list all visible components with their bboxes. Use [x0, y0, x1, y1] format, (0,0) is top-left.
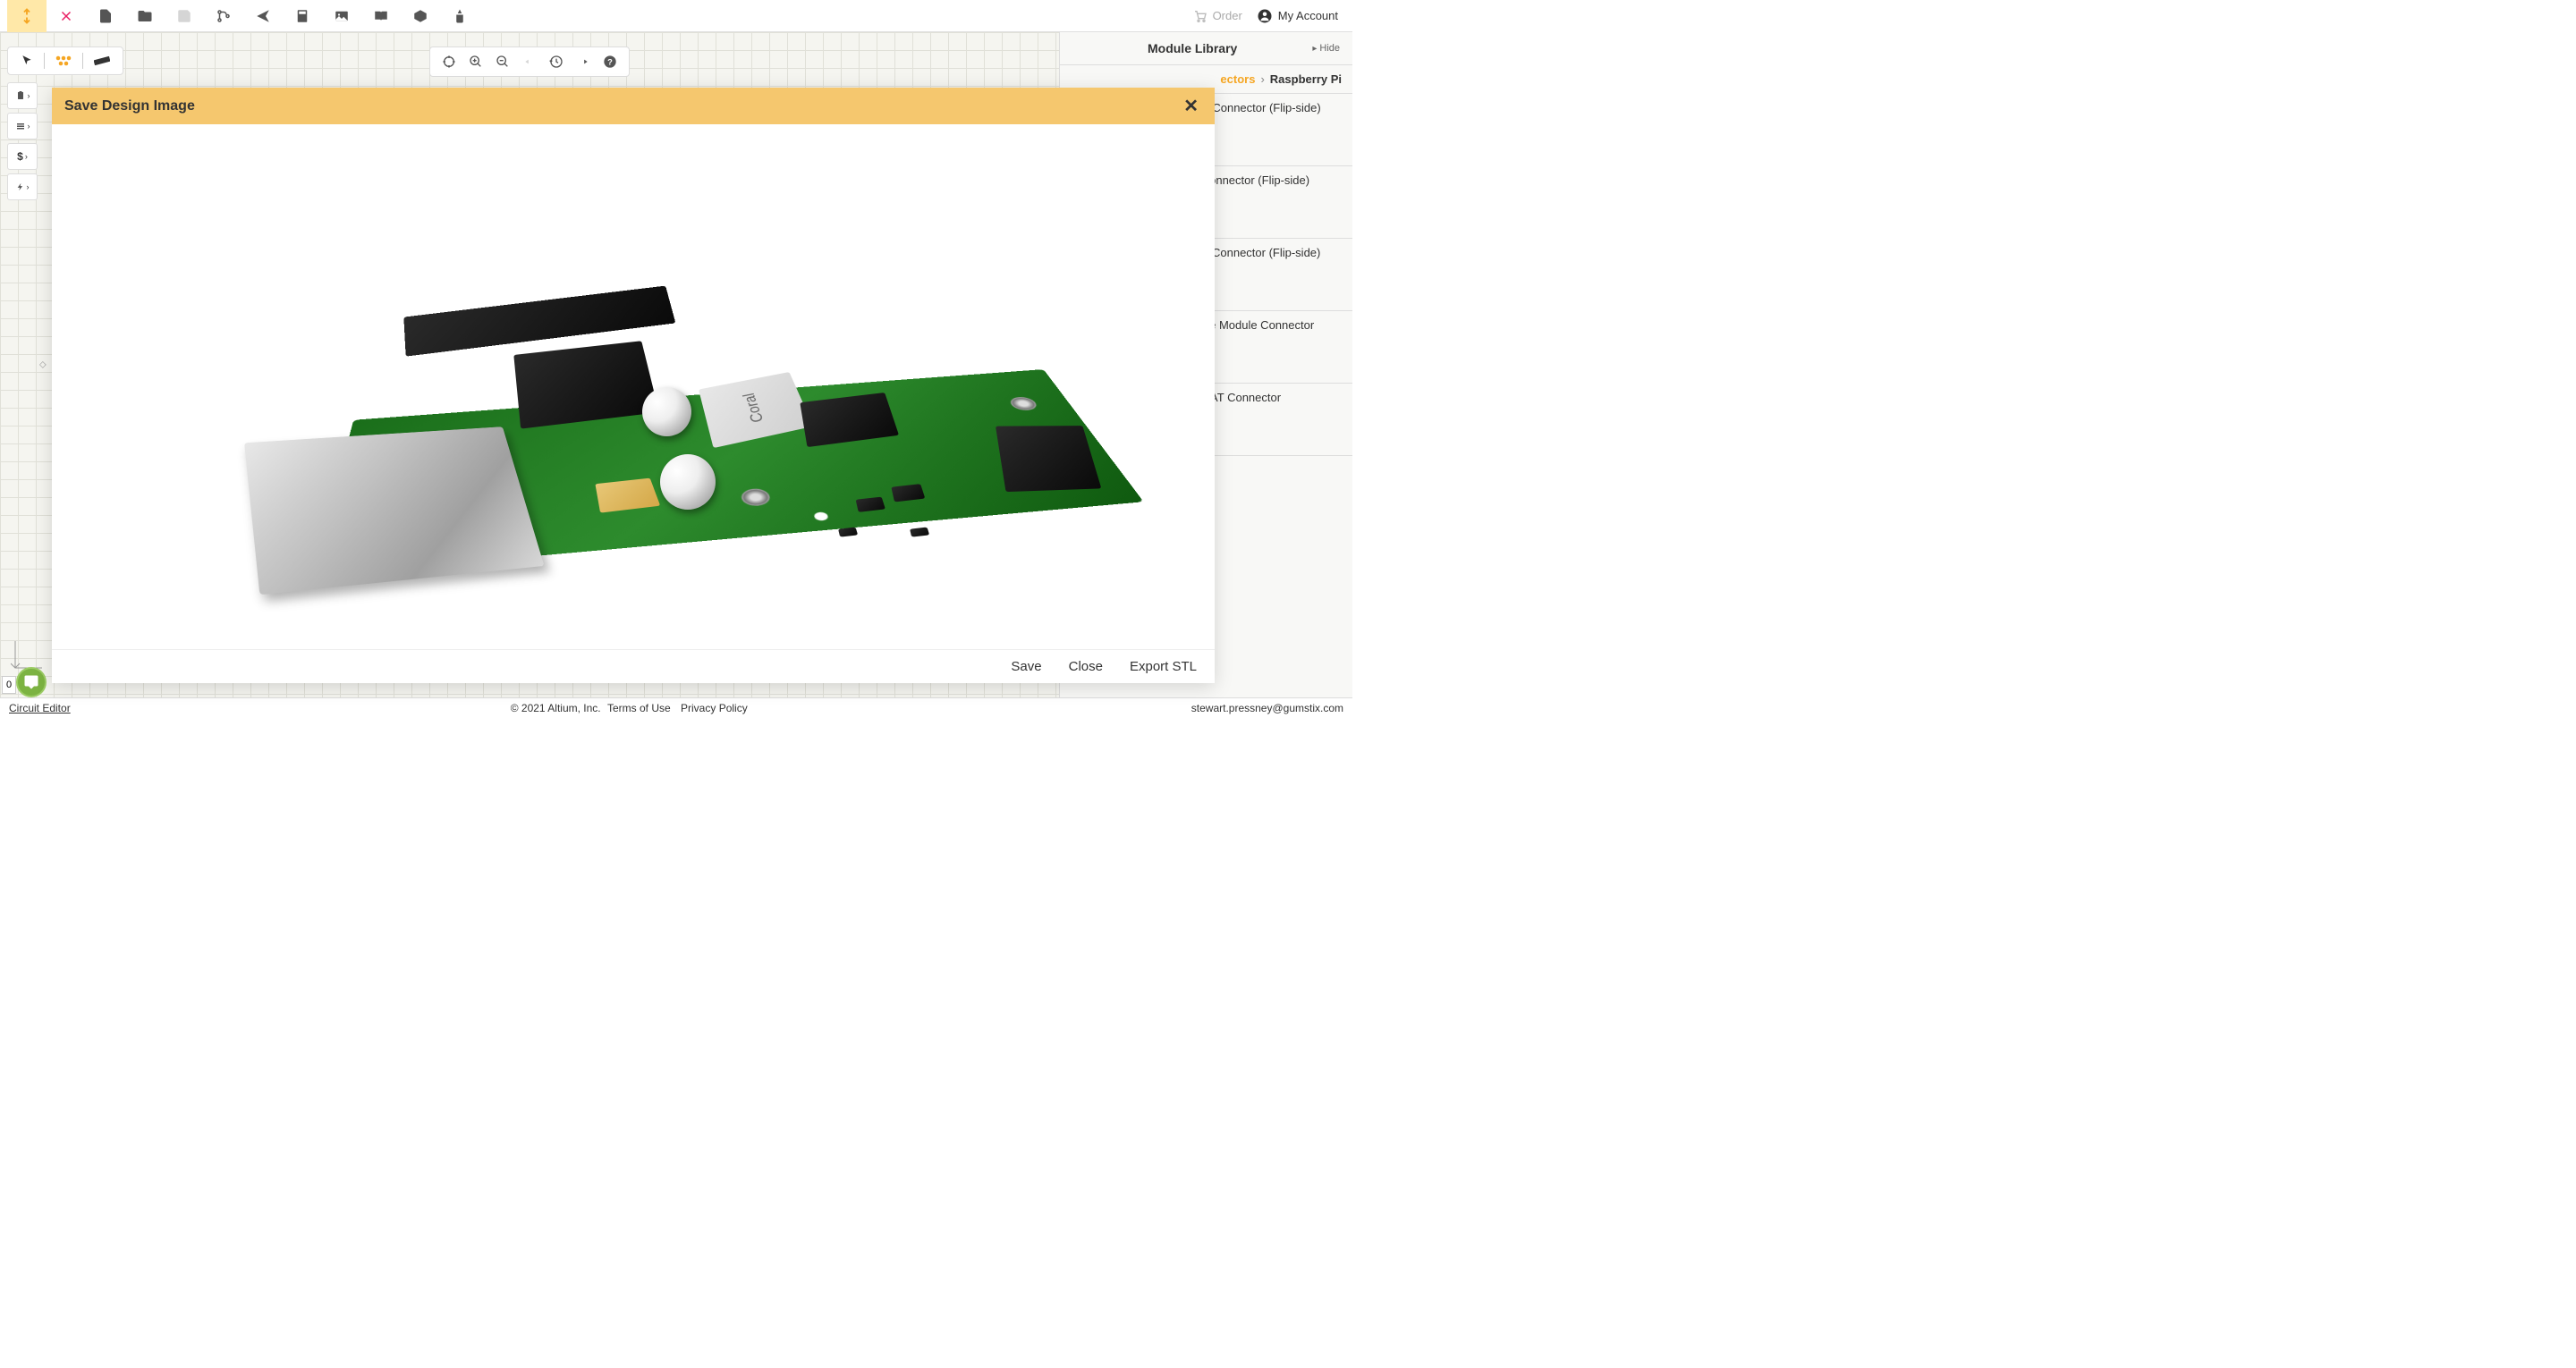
export-stl-button[interactable]: Export STL [1130, 659, 1197, 674]
sidebar-title: Module Library [1072, 41, 1312, 55]
nodes-tool[interactable] [50, 51, 77, 71]
lab-icon[interactable] [440, 0, 479, 32]
terms-link[interactable]: Terms of Use [607, 702, 671, 714]
sidebar-header: Module Library ▸ Hide [1060, 32, 1352, 65]
zoom-out-icon[interactable] [491, 50, 514, 73]
modal-footer: Save Close Export STL [52, 649, 1215, 683]
modal-body[interactable]: Coral [52, 124, 1215, 649]
canvas-expand-handle[interactable]: ◇ [39, 360, 47, 370]
clipboard-tool[interactable]: › [7, 82, 38, 109]
tools-icon[interactable] [47, 0, 86, 32]
circuit-editor-link[interactable]: Circuit Editor [9, 702, 71, 714]
canvas-toolbar: ? [429, 46, 630, 77]
help-icon[interactable]: ? [598, 50, 622, 73]
coord-input[interactable] [2, 676, 16, 694]
footer-center: © 2021 Altium, Inc. Terms of Use Privacy… [71, 702, 1191, 714]
book-icon[interactable] [361, 0, 401, 32]
left-toolbar: › › $ › › [7, 82, 38, 200]
svg-text:?: ? [607, 57, 613, 66]
layers-tool[interactable]: › [7, 113, 38, 139]
divider [82, 53, 83, 69]
account-button[interactable]: My Account [1257, 8, 1338, 24]
close-icon[interactable]: ✕ [1180, 95, 1202, 117]
save-button[interactable]: Save [1011, 659, 1041, 674]
pcb-3d-render: Coral [177, 195, 1089, 579]
history-icon[interactable] [545, 50, 568, 73]
user-email: stewart.pressney@gumstix.com [1191, 702, 1343, 714]
breadcrumb-current: Raspberry Pi [1270, 72, 1342, 86]
undo-icon[interactable] [518, 50, 541, 73]
pointer-tool[interactable] [15, 51, 38, 71]
open-folder-icon[interactable] [125, 0, 165, 32]
chat-bubble-button[interactable] [16, 667, 47, 697]
ruler-tool[interactable] [89, 51, 115, 71]
logo-icon[interactable] [7, 0, 47, 32]
secondary-toolbar [7, 46, 123, 75]
save-icon[interactable] [165, 0, 204, 32]
chat-icon [23, 674, 39, 690]
new-file-icon[interactable] [86, 0, 125, 32]
cost-tool[interactable]: $ › [7, 143, 38, 170]
calculator-icon[interactable] [283, 0, 322, 32]
order-label: Order [1213, 9, 1242, 22]
save-design-modal: Save Design Image ✕ Coral [52, 88, 1215, 683]
power-tool[interactable]: › [7, 173, 38, 200]
modal-header: Save Design Image ✕ [52, 88, 1215, 124]
status-bar: Circuit Editor © 2021 Altium, Inc. Terms… [0, 697, 1352, 717]
breadcrumb-parent[interactable]: ectors [1220, 72, 1255, 86]
close-button[interactable]: Close [1069, 659, 1103, 674]
modal-title: Save Design Image [64, 98, 195, 114]
top-toolbar: Order My Account [0, 0, 1352, 32]
privacy-link[interactable]: Privacy Policy [681, 702, 748, 714]
branch-icon[interactable] [204, 0, 243, 32]
share-icon[interactable] [243, 0, 283, 32]
divider [44, 53, 45, 69]
cart-icon [1193, 9, 1208, 23]
redo-icon[interactable] [572, 50, 595, 73]
package-icon[interactable] [401, 0, 440, 32]
person-icon [1257, 8, 1273, 24]
account-label: My Account [1278, 9, 1338, 22]
order-button[interactable]: Order [1193, 9, 1242, 23]
target-icon[interactable] [437, 50, 461, 73]
zoom-in-icon[interactable] [464, 50, 487, 73]
hide-button[interactable]: ▸ Hide [1312, 43, 1340, 54]
image-icon[interactable] [322, 0, 361, 32]
